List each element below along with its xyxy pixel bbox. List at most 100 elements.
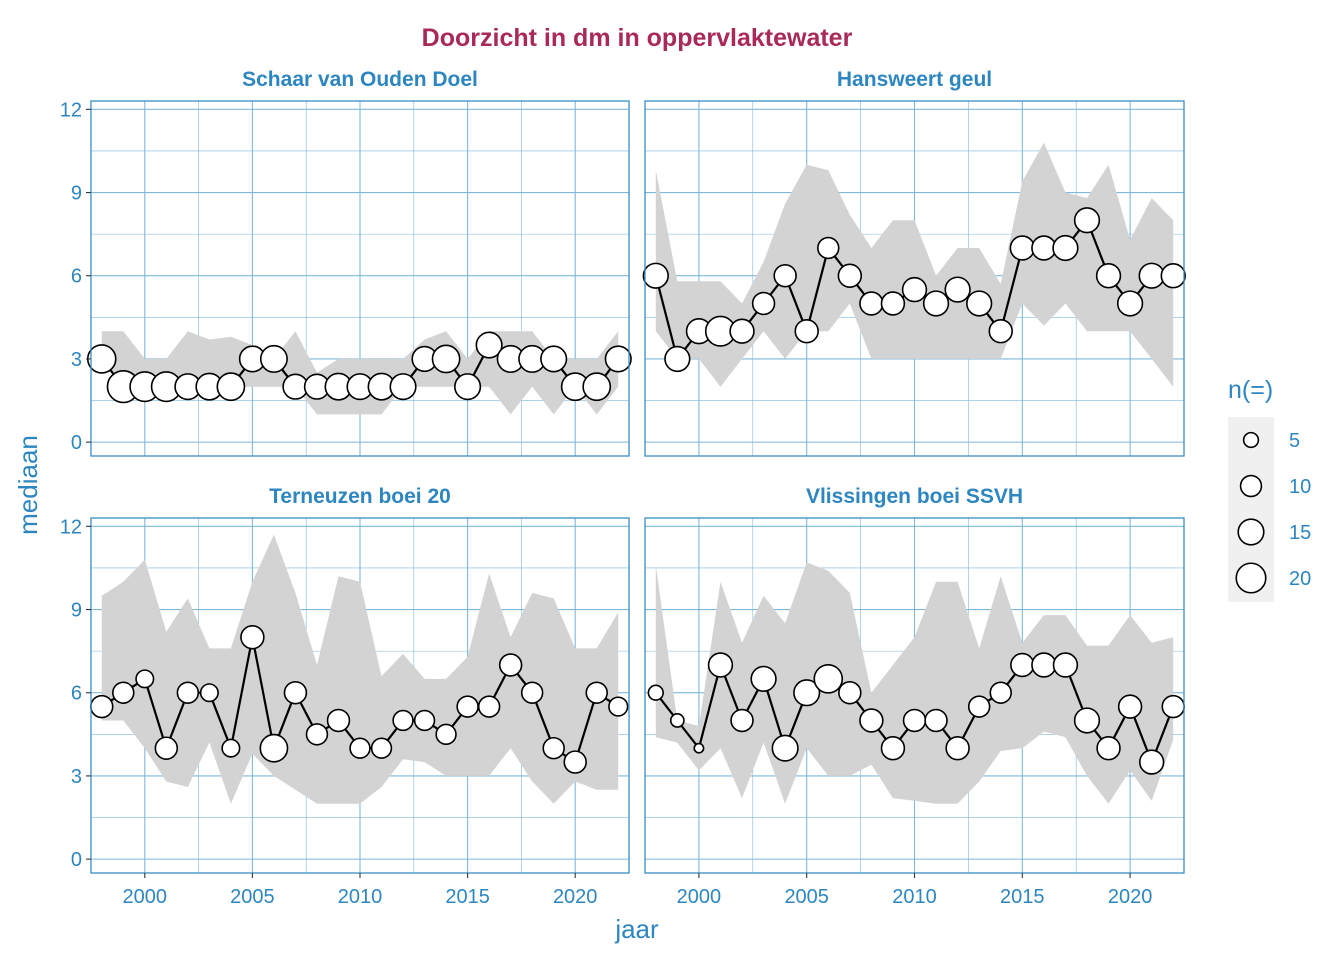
data-point <box>1117 694 1143 719</box>
data-point <box>966 290 993 317</box>
data-point <box>1031 235 1057 261</box>
data-point <box>1138 262 1165 289</box>
data-point <box>647 684 664 701</box>
panel-border <box>90 100 630 457</box>
x-tick-label: 2010 <box>338 886 383 908</box>
data-point <box>435 723 457 746</box>
data-point <box>520 681 544 704</box>
data-point <box>922 290 950 317</box>
data-point <box>729 318 755 344</box>
data-point <box>475 331 503 359</box>
ribbon-range <box>101 534 619 804</box>
data-point <box>326 708 351 733</box>
facet-panel: Vlissingen boei SSVH 2000 2005 2010 2015 2020 <box>644 485 1185 908</box>
legend-entry: 10 <box>1239 474 1311 498</box>
panel-title: Schaar van Ouden Doel <box>242 68 478 91</box>
data-point <box>730 708 754 733</box>
legend-symbol <box>1242 431 1260 449</box>
legend-label: 15 <box>1289 522 1311 544</box>
data-point <box>642 262 669 289</box>
data-point <box>1052 652 1079 678</box>
data-point <box>707 652 734 678</box>
data-point <box>989 681 1012 704</box>
data-point <box>477 695 501 718</box>
data-point <box>259 344 288 373</box>
legend: n(=) 5 10 15 20 <box>1228 376 1311 602</box>
data-point <box>370 737 393 759</box>
data-point <box>859 708 884 733</box>
data-point <box>86 344 117 374</box>
data-point <box>773 263 797 288</box>
data-point <box>90 694 114 719</box>
data-point <box>456 695 479 718</box>
data-point <box>413 709 436 732</box>
data-point <box>967 695 991 718</box>
data-point <box>498 653 523 677</box>
y-tick-label: 6 <box>71 266 82 288</box>
data-point <box>582 372 612 402</box>
facet-panel: Schaar van Ouden Doel 0 3 6 9 12 <box>60 68 632 457</box>
panel-title: Hansweert geul <box>837 68 992 91</box>
data-point <box>751 291 776 316</box>
facet-panel: Terneuzen boei 20 0 3 6 9 12 2000 2005 2010 2015 2… <box>60 485 630 908</box>
facet-panel: Hansweert geul <box>642 68 1186 457</box>
data-point <box>221 738 241 758</box>
data-point <box>944 276 971 303</box>
data-point <box>859 291 884 316</box>
data-point <box>259 733 289 763</box>
y-tick-label: 3 <box>71 766 82 788</box>
data-point <box>563 750 587 774</box>
y-tick-label: 9 <box>71 600 82 622</box>
data-point <box>1031 652 1057 678</box>
data-point <box>1116 290 1144 317</box>
y-tick-label: 12 <box>60 516 82 538</box>
ribbon-range <box>655 142 1174 387</box>
legend-label: 5 <box>1289 430 1300 452</box>
data-point <box>1052 234 1079 262</box>
legend-symbol <box>1239 474 1263 498</box>
data-point <box>542 736 565 760</box>
x-tick-label: 2005 <box>784 886 829 908</box>
data-point <box>135 669 155 689</box>
panel-title: Vlissingen boei SSVH <box>806 485 1023 508</box>
data-point <box>988 318 1013 344</box>
legend-symbol <box>1235 562 1267 594</box>
data-point <box>1073 707 1101 734</box>
x-tick-label: 2005 <box>230 886 275 908</box>
legend-entry: 20 <box>1235 562 1311 594</box>
data-point <box>349 737 371 759</box>
data-point <box>817 236 840 260</box>
data-point <box>793 679 821 707</box>
data-point <box>838 680 862 705</box>
y-tick-label: 12 <box>60 99 82 121</box>
data-point <box>693 742 705 754</box>
data-point <box>176 681 200 704</box>
y-tick-label: 6 <box>71 683 82 705</box>
legend-entry: 15 <box>1237 518 1311 546</box>
y-tick-label: 3 <box>71 349 82 371</box>
panel-border <box>644 100 1185 457</box>
data-point <box>1160 263 1186 289</box>
y-tick-label: 0 <box>71 432 82 454</box>
data-point <box>392 709 414 732</box>
legend-label: 20 <box>1289 568 1311 590</box>
data-point <box>1096 735 1121 761</box>
data-point <box>604 345 632 373</box>
data-point <box>283 680 308 705</box>
data-point <box>1161 694 1185 719</box>
data-point <box>1009 235 1035 261</box>
data-point <box>924 708 948 733</box>
data-point <box>454 373 482 401</box>
y-axis-label: mediaan <box>13 435 43 535</box>
data-point <box>750 665 777 693</box>
x-tick-label: 2015 <box>1000 886 1045 908</box>
facet-panels: Schaar van Ouden Doel 0 3 6 9 12 Hansweert geu… <box>60 68 1186 908</box>
y-tick-label: 0 <box>71 849 82 871</box>
x-tick-label: 2000 <box>677 886 722 908</box>
x-tick-label: 2000 <box>123 886 168 908</box>
data-point <box>664 345 691 373</box>
data-point <box>813 664 844 694</box>
legend-title: n(=) <box>1228 376 1273 404</box>
data-point <box>880 735 906 761</box>
